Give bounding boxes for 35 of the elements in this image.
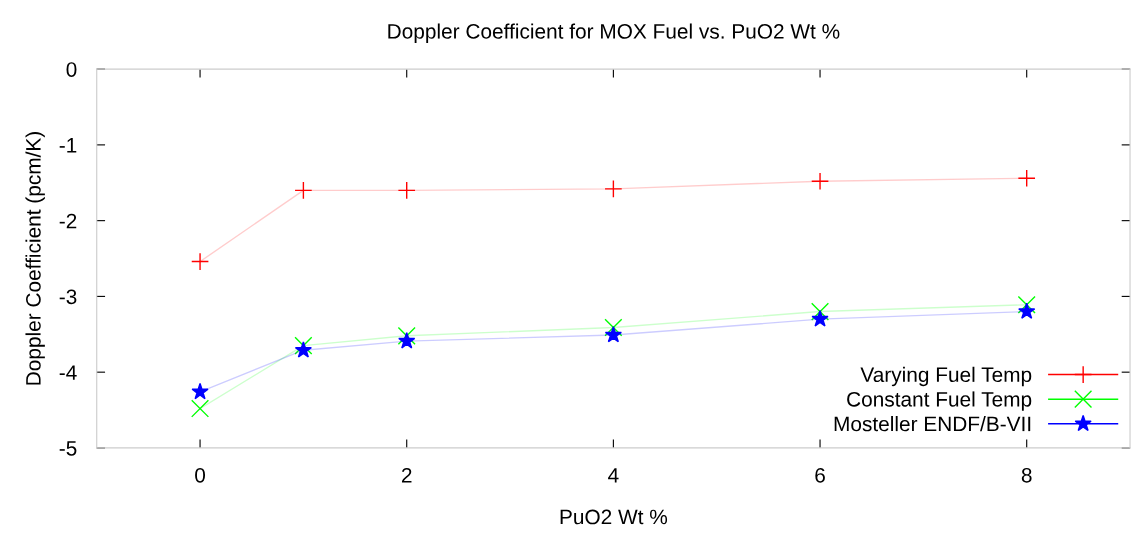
point [294, 336, 313, 355]
point [811, 302, 830, 321]
point [398, 332, 416, 349]
x-axis-title: PuO2 Wt % [560, 509, 668, 525]
point [397, 326, 416, 345]
point [604, 318, 623, 337]
legend-label: Varying Fuel Temp [860, 366, 1032, 387]
point [191, 382, 209, 400]
legend-label: Constant Fuel Temp [847, 391, 1032, 411]
y-tick-label: 0 [66, 62, 77, 77]
y-tick-label: -4 [59, 365, 77, 380]
x-tick-label: 6 [815, 467, 825, 483]
point [191, 252, 210, 271]
y-tick-label: -5 [59, 441, 77, 456]
y-tick-label: -3 [59, 289, 77, 305]
x-tick-label: 0 [195, 467, 206, 483]
chart-title: Doppler Coefficient for MOX Fuel vs. PuO2 Wt % [388, 23, 840, 43]
y-tick-label: -2 [59, 213, 77, 229]
x-tick-label: 8 [1021, 467, 1032, 483]
x-tick-label: 2 [401, 467, 412, 483]
x-tick-label: 4 [608, 468, 619, 483]
point [397, 181, 416, 200]
point [604, 326, 623, 343]
y-axis-title: Doppler Coefficient (pcm/K) [25, 132, 45, 385]
legend-label: Mosteller ENDF/B-VII [834, 416, 1031, 432]
point [191, 399, 210, 418]
point [811, 172, 830, 191]
point [294, 181, 313, 200]
point [604, 179, 623, 198]
point [1017, 169, 1036, 188]
point [1018, 302, 1036, 319]
point [294, 341, 313, 358]
y-tick-label: -1 [59, 138, 77, 153]
point [1017, 295, 1036, 314]
point [811, 310, 829, 327]
